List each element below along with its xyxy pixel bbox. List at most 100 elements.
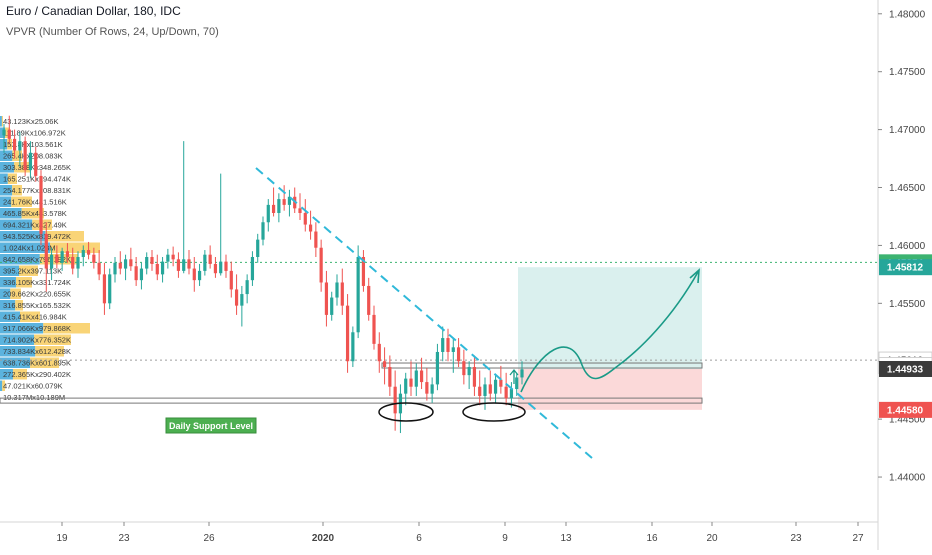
stop-zone <box>518 368 702 410</box>
profile-bar-up <box>0 196 12 207</box>
price-tick-label: 1.47500 <box>889 67 926 78</box>
price-tick-label: 1.48000 <box>889 9 926 20</box>
candle-body <box>97 262 101 275</box>
price-tag-box <box>879 259 932 276</box>
profile-row-label: 254.177Kx208.831K <box>3 186 71 195</box>
candle-body <box>49 254 54 269</box>
profile-bar-up <box>0 208 22 219</box>
profile-row-label: 47.021Kx60.079K <box>3 382 63 391</box>
candle-body <box>409 378 413 387</box>
candle-body <box>266 204 270 223</box>
horizontal-zone-box <box>0 397 703 404</box>
candle-body <box>335 282 339 298</box>
candle-body <box>55 254 59 263</box>
candle-body <box>372 314 376 344</box>
candle-body <box>261 222 265 240</box>
candle-body <box>71 257 75 269</box>
time-tick-label: 9 <box>502 533 508 544</box>
candle-body <box>303 212 307 225</box>
small-up-arrow <box>509 368 519 384</box>
candle-body <box>197 270 202 281</box>
drawings[interactable] <box>255 167 700 459</box>
profile-bar-up <box>0 300 16 311</box>
long-position-tool[interactable] <box>518 267 702 410</box>
candle-body <box>361 257 366 286</box>
candle-body <box>419 370 424 383</box>
price-tick-label: 1.47000 <box>889 125 926 136</box>
profile-bar-down <box>30 357 59 368</box>
profile-bar-down <box>19 265 38 276</box>
profile-row-label: 209.662Kx220.655K <box>3 290 71 299</box>
profile-row-label: 272.365Kx290.402K <box>3 370 71 379</box>
candle-body <box>213 263 218 274</box>
target-zone <box>518 267 702 369</box>
candle-body <box>446 338 450 352</box>
candle-body <box>12 138 17 151</box>
profile-row-label: 733.834Kx612.428K <box>3 347 71 356</box>
candle-body <box>441 338 445 352</box>
profile-bar-down <box>10 288 21 299</box>
candle-body <box>203 254 207 271</box>
candle-body <box>324 282 329 315</box>
time-tick-label: 23 <box>790 533 802 544</box>
candle-body <box>192 268 196 281</box>
profile-bar-up <box>0 311 20 322</box>
profile-row-label: 10.317Mx10.189M <box>3 393 65 402</box>
support-ellipse-2[interactable] <box>462 402 526 422</box>
candle-body <box>234 289 239 306</box>
profile-row-label: 638.736Kx601.895K <box>3 359 71 368</box>
candle-body <box>467 367 471 376</box>
candle-body <box>435 351 440 385</box>
candle-body <box>314 231 318 248</box>
profile-row-label: 714.902Kx776.352K <box>3 336 71 345</box>
candle-body <box>44 233 48 269</box>
candle-body <box>382 361 387 368</box>
profile-row-label: 43.123Kx25.06K <box>3 117 58 126</box>
candle-body <box>504 386 508 399</box>
profile-bar-up <box>0 173 8 184</box>
profile-bar-down <box>16 277 32 288</box>
profile-row-label: 917.066Kx979.868K <box>3 324 71 333</box>
time-tick-label: 16 <box>646 533 658 544</box>
candle-body <box>493 379 498 394</box>
profile-bar-up <box>0 369 13 380</box>
candle-body <box>483 384 487 396</box>
profile-bar-up <box>0 265 19 276</box>
profile-row-label: 265.4Kx208.083K <box>3 152 63 161</box>
support-ellipse-1[interactable] <box>378 402 434 422</box>
candle-body <box>509 389 514 399</box>
candle-body <box>123 259 128 269</box>
candle-body <box>129 259 133 267</box>
candle-body <box>155 263 159 275</box>
candle-body <box>425 382 429 394</box>
candle-body <box>404 378 408 394</box>
price-tag-label: 1.44933 <box>887 364 924 375</box>
profile-row-label: 943.525Kx819.472K <box>3 232 71 241</box>
candle-body <box>160 261 165 275</box>
profile-bar-up <box>0 357 31 368</box>
candle-body <box>65 251 70 257</box>
profile-row-label: 415.41Kx416.984K <box>3 313 67 322</box>
time-axis[interactable]: 19 23 26 2020 6 9 13 16 20 23 27 <box>56 522 864 544</box>
candle-body <box>76 257 80 269</box>
candle-body <box>229 270 233 290</box>
candle-body <box>102 274 107 304</box>
profile-bar-down <box>5 127 10 138</box>
candle-body <box>298 208 302 213</box>
candle-body <box>330 297 334 315</box>
profile-row-label: 465.85Kx483.578K <box>3 209 67 218</box>
candle-body <box>356 257 360 333</box>
projection-path[interactable] <box>520 271 699 393</box>
profile-bar-down <box>21 208 44 219</box>
support-label[interactable]: Daily Support Level <box>165 417 257 434</box>
candle-body <box>176 259 181 271</box>
profile-bar-down <box>50 242 100 253</box>
candle-body <box>139 268 144 281</box>
profile-row-label: 165.251Kx194.474K <box>3 175 71 184</box>
candle-body <box>208 254 212 264</box>
candle-body <box>108 274 112 304</box>
profile-bar-down <box>35 346 64 357</box>
candle-body <box>388 367 392 387</box>
